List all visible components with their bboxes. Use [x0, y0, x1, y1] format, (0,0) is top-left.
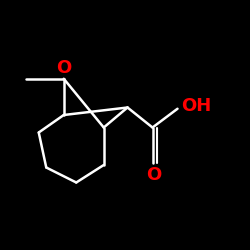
Text: O: O [56, 60, 72, 78]
Text: O: O [146, 166, 162, 184]
Text: OH: OH [181, 97, 212, 115]
